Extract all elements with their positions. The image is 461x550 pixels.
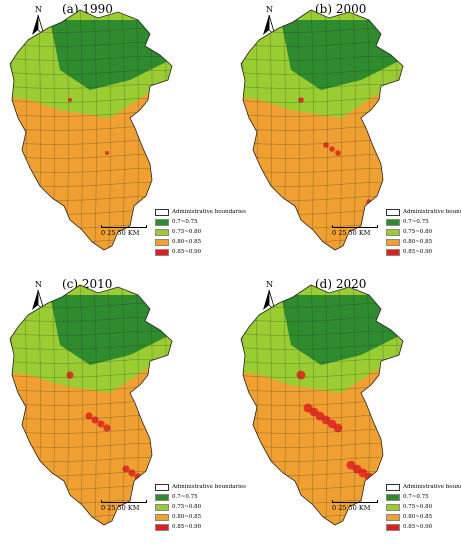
- legend-label: Administrative boundaries: [403, 484, 461, 490]
- legend: Administrative boundaries 0.7~0.75 0.75~0.…: [386, 207, 461, 257]
- legend-label: 0.80~0.85: [403, 239, 433, 245]
- legend-item: 0.75~0.80: [386, 502, 461, 512]
- legend-item: 0.85~0.90: [155, 522, 246, 532]
- legend-swatch: [386, 208, 400, 216]
- legend-label: 0.7~0.75: [172, 219, 198, 225]
- legend-item-boundary: Administrative boundaries: [155, 482, 246, 492]
- legend-swatch: [155, 228, 169, 236]
- legend-label: 0.75~0.80: [403, 229, 433, 235]
- legend-swatch: [386, 218, 400, 226]
- legend-swatch: [155, 523, 169, 531]
- legend-item: 0.80~0.85: [386, 512, 461, 522]
- legend-item: 0.85~0.90: [386, 247, 461, 257]
- legend: Administrative boundaries 0.7~0.75 0.75~0.…: [155, 482, 246, 532]
- legend-label: 0.85~0.90: [172, 249, 202, 255]
- scale-bar: 0 25 50 KM: [101, 225, 147, 237]
- legend-swatch: [155, 513, 169, 521]
- legend-label: 0.7~0.75: [172, 494, 198, 500]
- north-label: N: [266, 280, 273, 289]
- legend-item: 0.7~0.75: [386, 217, 461, 227]
- legend-label: 0.80~0.85: [172, 514, 202, 520]
- north-label: N: [35, 5, 42, 14]
- legend-swatch: [386, 503, 400, 511]
- legend-item: 0.80~0.85: [386, 237, 461, 247]
- legend-label: 0.75~0.80: [172, 229, 202, 235]
- legend-swatch: [155, 218, 169, 226]
- map-panel-2010: (c) 2010 N 0 25 50 KM Administrative bou…: [0, 275, 246, 550]
- panel-title: (d) 2020: [315, 277, 367, 291]
- region-map: [9, 284, 173, 526]
- legend: Administrative boundaries 0.7~0.75 0.75~0.…: [386, 482, 461, 532]
- map-panel-1990: (a) 1990 N 0 25 50 KM Administrative bou…: [0, 0, 246, 275]
- legend-label: 0.75~0.80: [403, 504, 433, 510]
- region-map: [240, 284, 404, 526]
- scale-label: 0 25 50 KM: [101, 504, 140, 512]
- legend-swatch: [386, 238, 400, 246]
- north-label: N: [35, 280, 42, 289]
- region-map: [240, 9, 404, 251]
- legend-swatch: [386, 483, 400, 491]
- scale-label: 0 25 50 KM: [332, 229, 371, 237]
- legend-swatch: [155, 483, 169, 491]
- legend-label: 0.7~0.75: [403, 494, 429, 500]
- legend-swatch: [386, 493, 400, 501]
- legend-label: 0.80~0.85: [403, 514, 433, 520]
- legend-swatch: [386, 523, 400, 531]
- legend-swatch: [155, 493, 169, 501]
- legend-label: 0.85~0.90: [403, 249, 433, 255]
- legend-swatch: [155, 248, 169, 256]
- legend-swatch: [155, 503, 169, 511]
- legend-swatch: [386, 513, 400, 521]
- legend-item-boundary: Administrative boundaries: [155, 207, 246, 217]
- map-panel-2020: (d) 2020 N 0 25 50 KM Administrative bou…: [231, 275, 461, 550]
- scale-label: 0 25 50 KM: [332, 504, 371, 512]
- legend-item: 0.80~0.85: [155, 237, 246, 247]
- legend-item: 0.7~0.75: [386, 492, 461, 502]
- legend-label: Administrative boundaries: [172, 484, 246, 490]
- scale-bar: 0 25 50 KM: [101, 500, 147, 512]
- region-map: [9, 9, 173, 251]
- legend-label: Administrative boundaries: [172, 209, 246, 215]
- legend-item: 0.7~0.75: [155, 492, 246, 502]
- legend-item: 0.7~0.75: [155, 217, 246, 227]
- legend-label: Administrative boundaries: [403, 209, 461, 215]
- panel-title: (c) 2010: [62, 277, 113, 291]
- legend-swatch: [155, 238, 169, 246]
- scale-label: 0 25 50 KM: [101, 229, 140, 237]
- map-panel-2000: (b) 2000 N 0 25 50 KM Administrative bou…: [231, 0, 461, 275]
- scale-bar: 0 25 50 KM: [332, 500, 378, 512]
- legend-label: 0.7~0.75: [403, 219, 429, 225]
- north-label: N: [266, 5, 273, 14]
- legend-item: 0.75~0.80: [155, 502, 246, 512]
- panel-title: (a) 1990: [62, 2, 113, 16]
- scale-bar: 0 25 50 KM: [332, 225, 378, 237]
- legend-item: 0.75~0.80: [386, 227, 461, 237]
- legend-swatch: [155, 208, 169, 216]
- legend-label: 0.85~0.90: [403, 524, 433, 530]
- legend-label: 0.75~0.80: [172, 504, 202, 510]
- legend-swatch: [386, 248, 400, 256]
- north-arrow-icon: N: [263, 5, 276, 37]
- legend-swatch: [386, 228, 400, 236]
- legend-label: 0.80~0.85: [172, 239, 202, 245]
- legend-item-boundary: Administrative boundaries: [386, 207, 461, 217]
- legend-item: 0.85~0.90: [386, 522, 461, 532]
- legend-item: 0.75~0.80: [155, 227, 246, 237]
- legend-label: 0.85~0.90: [172, 524, 202, 530]
- legend-item: 0.85~0.90: [155, 247, 246, 257]
- legend: Administrative boundaries 0.7~0.75 0.75~0.…: [155, 207, 246, 257]
- legend-item-boundary: Administrative boundaries: [386, 482, 461, 492]
- panel-title: (b) 2000: [315, 2, 367, 16]
- legend-item: 0.80~0.85: [155, 512, 246, 522]
